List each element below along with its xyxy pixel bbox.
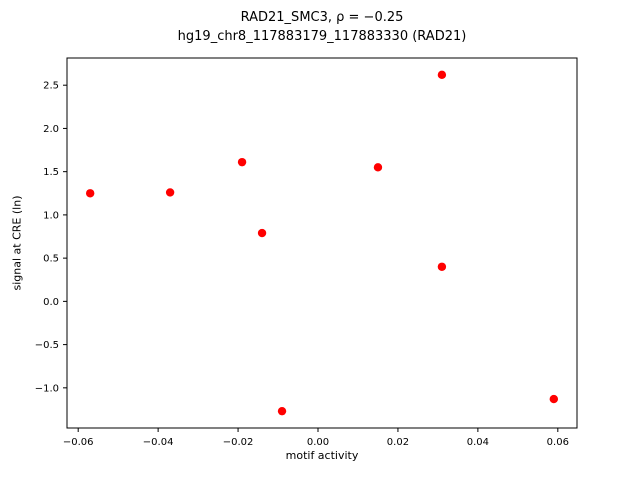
data-point [277,406,287,416]
x-tick-label: −0.02 [223,437,254,448]
y-tick-label: −0.5 [35,340,59,351]
y-tick-label: −1.0 [35,383,59,394]
y-tick-label: 2.0 [43,124,59,135]
y-tick-label: 0.0 [43,297,59,308]
data-point [549,394,559,404]
data-point [437,70,447,80]
data-point [437,262,447,271]
data-point [257,228,267,238]
x-tick-label: 0.02 [387,437,409,448]
chart-title-line-1: RAD21_SMC3, ρ = −0.25 [240,10,404,25]
x-tick-label: 0.00 [307,437,329,448]
chart-title-line-2: hg19_chr8_117883179_117883330 (RAD21) [177,29,467,44]
x-axis-label: motif activity [285,449,359,462]
x-tick-label: −0.04 [143,437,174,448]
x-tick-label: 0.04 [467,437,489,448]
y-tick-label: 0.5 [43,254,59,265]
x-tick-label: 0.06 [547,437,569,448]
data-point [85,189,95,198]
data-point [165,188,175,197]
data-point [237,157,247,167]
y-axis-label: signal at CRE (ln) [10,195,24,291]
y-tick-label: 2.5 [43,81,59,92]
x-tick-label: −0.06 [63,437,94,448]
plot-border [66,57,578,429]
y-tick-label: 1.0 [43,210,59,221]
y-tick-label: 1.5 [43,167,59,178]
data-point [373,163,383,172]
